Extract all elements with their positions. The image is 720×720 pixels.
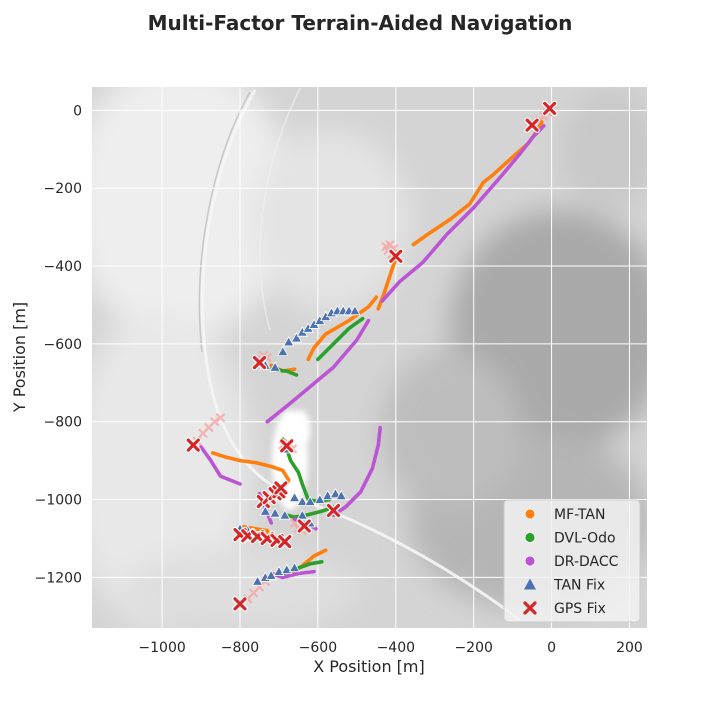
y-tick-label: −400 xyxy=(44,259,82,275)
gps-fix-marker xyxy=(274,481,288,495)
gps-fix-marker xyxy=(186,438,200,452)
gps-fix-marker xyxy=(252,355,267,370)
tan-fix-marker xyxy=(296,509,308,520)
tan-fix-marker xyxy=(329,487,342,499)
axis-ticks: −1000 −800 −600 −400 −200 0 200 0 −200 −400 −600 −8… xyxy=(35,103,643,656)
x-tick-label: −800 xyxy=(221,640,259,656)
tan-fix-marker xyxy=(290,332,303,343)
trajectory-dr-dacc xyxy=(199,445,242,486)
trajectory-dvl-odo xyxy=(284,505,336,519)
tan-fix-marker xyxy=(288,561,301,573)
legend-label-dvl-odo: DVL-Odo xyxy=(554,531,616,547)
gps-fix-marker xyxy=(233,597,247,611)
gps-fix-marker xyxy=(543,101,557,116)
legend-marker-tan-fix xyxy=(524,578,536,590)
gps-trail-mark xyxy=(209,416,220,427)
gps-fix-marker xyxy=(280,439,294,453)
tan-fix-marker xyxy=(304,495,316,506)
legend-label-tan-fix: TAN Fix xyxy=(553,578,605,594)
legend-marker-gps-fix xyxy=(523,601,537,615)
tan-fix-marker xyxy=(314,493,326,504)
legend-marker-mf-tan xyxy=(524,508,536,520)
tan-fix-marker xyxy=(273,565,285,576)
tan-fix-marker xyxy=(296,495,308,506)
trajectory-dvl-odo xyxy=(316,316,365,362)
legend-box xyxy=(503,499,641,623)
trajectory-mf-tan xyxy=(306,295,379,362)
gps-fix-marker xyxy=(525,118,539,132)
tan-fix-marker xyxy=(259,505,271,516)
gps-fix-marker xyxy=(326,503,341,518)
tan-fix-marker xyxy=(269,507,281,518)
y-tick-label: −1000 xyxy=(35,493,82,509)
markers-layer xyxy=(185,100,558,612)
tan-fix-marker xyxy=(288,491,301,503)
tan-fix-marker xyxy=(277,345,289,357)
legend: MF-TAN DVL-Odo DR-DACC TAN Fix GPS Fix xyxy=(503,499,641,623)
tan-fix-marker xyxy=(279,509,291,520)
tan-fix-marker xyxy=(281,563,293,575)
legend-marker-dr-dacc xyxy=(524,555,536,567)
tan-fix-marker xyxy=(269,361,281,372)
tan-fix-marker xyxy=(265,569,277,580)
trajectory-dr-dacc xyxy=(380,124,546,303)
tan-fix-marker xyxy=(251,575,264,586)
y-tick-label: −800 xyxy=(44,415,82,431)
x-axis-label: X Position [m] xyxy=(313,657,425,676)
tan-fix-marker xyxy=(321,489,334,501)
gps-trail-mark xyxy=(215,413,226,423)
x-tick-label: −400 xyxy=(377,640,415,656)
x-tick-label: −600 xyxy=(299,640,337,656)
gps-fix-marker xyxy=(297,519,311,533)
x-tick-label: −200 xyxy=(454,640,492,656)
legend-label-mf-tan: MF-TAN xyxy=(554,507,605,523)
y-tick-label: 0 xyxy=(73,103,82,119)
x-tick-label: −1000 xyxy=(138,640,185,656)
trajectory-dr-dacc xyxy=(331,425,382,517)
y-tick-label: −200 xyxy=(44,181,82,197)
trajectory-dr-dacc xyxy=(265,318,371,424)
chart-title: Multi-Factor Terrain-Aided Navigation xyxy=(148,11,573,35)
tan-fix-marker xyxy=(283,336,295,347)
y-tick-label: −600 xyxy=(44,337,82,353)
y-tick-label: −1200 xyxy=(35,570,82,586)
gps-fix-marker xyxy=(278,534,292,549)
legend-marker-dvl-odo xyxy=(524,532,536,543)
legend-label-dr-dacc: DR-DACC xyxy=(554,554,619,570)
tan-fix-marker xyxy=(335,489,347,501)
x-tick-label: 200 xyxy=(616,640,643,656)
y-axis-label: Y Position [m] xyxy=(10,302,29,413)
tan-fix-marker xyxy=(349,304,361,316)
gps-fix-marker xyxy=(389,249,403,263)
x-tick-label: 0 xyxy=(547,640,556,656)
legend-label-gps-fix: GPS Fix xyxy=(554,601,606,617)
